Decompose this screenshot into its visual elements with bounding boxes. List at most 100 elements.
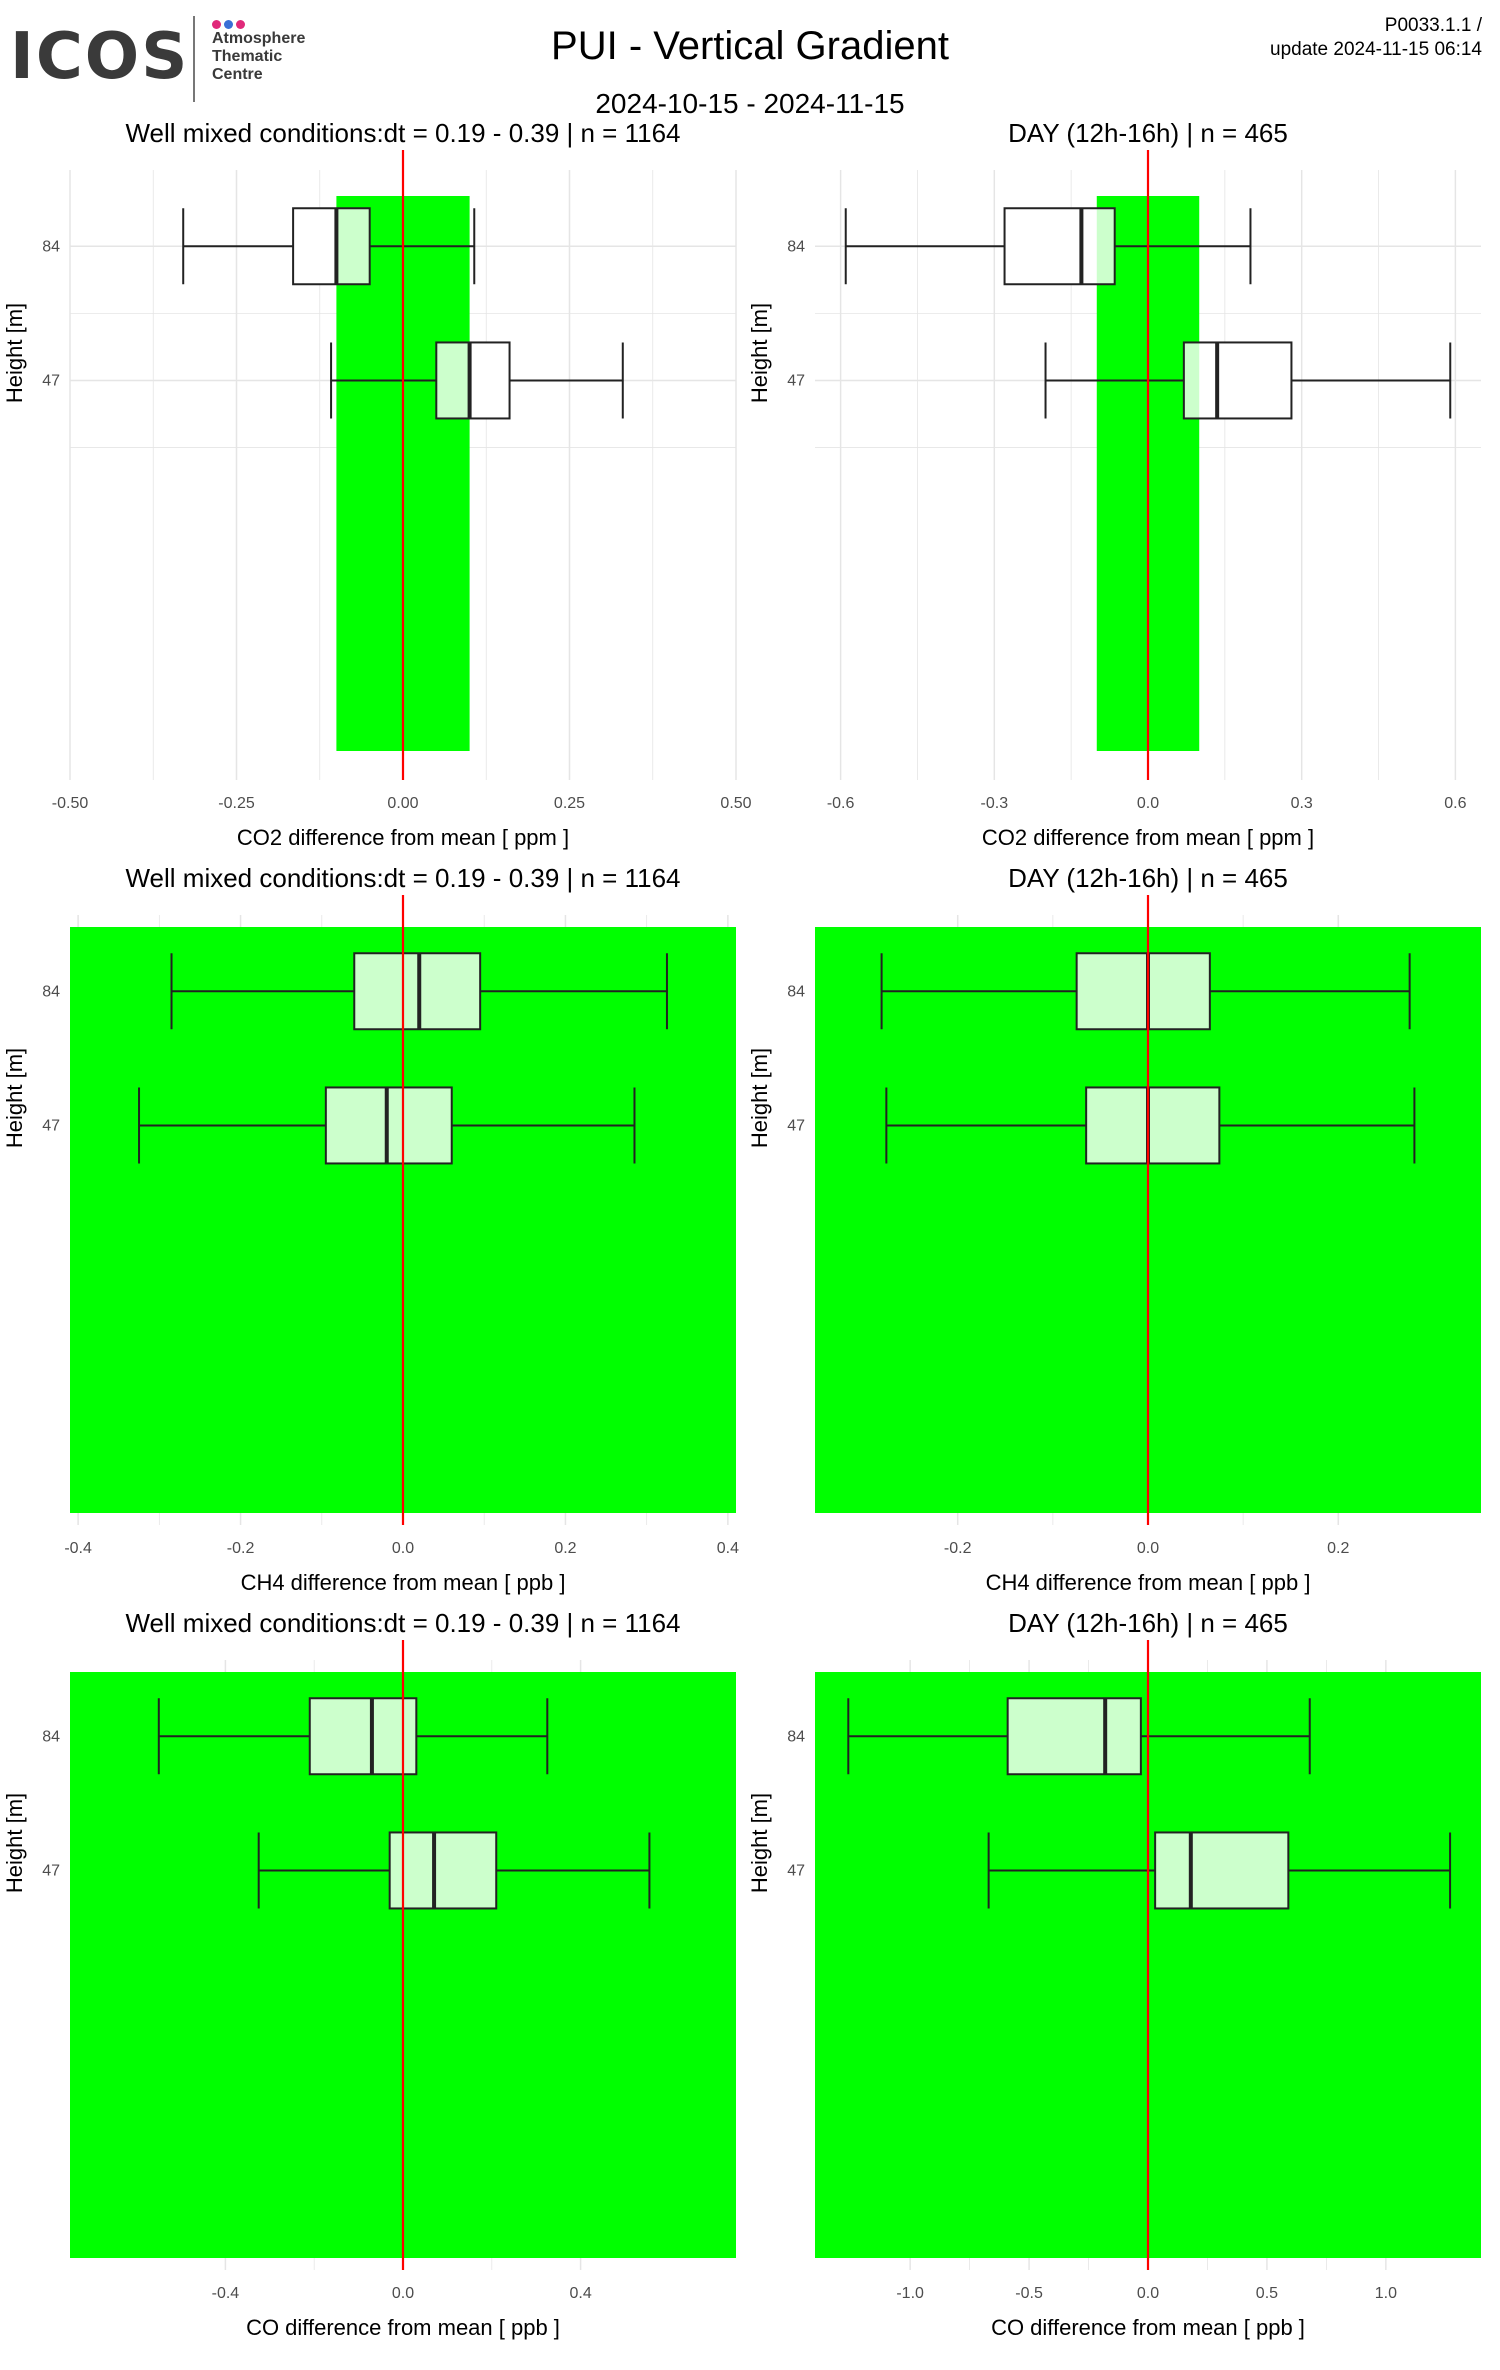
panel-title: Well mixed conditions:dt = 0.19 - 0.39 |… bbox=[125, 1608, 680, 1638]
x-tick-label: -0.3 bbox=[981, 795, 1009, 812]
logo-subtitle-line: Atmosphere bbox=[212, 30, 306, 47]
x-tick-label: 0.25 bbox=[554, 795, 585, 812]
panel-title: DAY (12h-16h) | n = 465 bbox=[1008, 118, 1288, 148]
box-47 bbox=[885, 1086, 1416, 1165]
box-84 bbox=[182, 207, 476, 286]
x-tick-label: 0.4 bbox=[569, 2285, 591, 2302]
x-tick-label: -0.5 bbox=[1015, 2285, 1043, 2302]
box-outline bbox=[1182, 341, 1293, 420]
y-axis-label: Height [m] bbox=[2, 303, 27, 403]
chart-panel-6: DAY (12h-16h) | n = 465 CO difference fro… bbox=[747, 1608, 1481, 2340]
x-tick-label: -0.50 bbox=[52, 795, 89, 812]
y-tick-label: 84 bbox=[42, 983, 60, 1000]
box-fill bbox=[1007, 1698, 1141, 1775]
x-tick-label: 0.0 bbox=[392, 2285, 414, 2302]
x-tick-label: 0.0 bbox=[392, 1540, 414, 1557]
panel-title: Well mixed conditions:dt = 0.19 - 0.39 |… bbox=[125, 863, 680, 893]
x-tick-label: 0.0 bbox=[1137, 2285, 1159, 2302]
box-fill bbox=[309, 1698, 417, 1775]
y-tick-label: 47 bbox=[787, 372, 805, 389]
box-fill bbox=[354, 953, 481, 1030]
chart-panel-1: Well mixed conditions:dt = 0.19 - 0.39 |… bbox=[2, 118, 752, 850]
box-outline bbox=[388, 1831, 498, 1910]
panel-title: Well mixed conditions:dt = 0.19 - 0.39 |… bbox=[125, 118, 680, 148]
box-47 bbox=[138, 1086, 636, 1165]
x-axis-label: CH4 difference from mean [ ppb ] bbox=[241, 1570, 566, 1595]
x-axis-label: CO2 difference from mean [ ppm ] bbox=[982, 825, 1314, 850]
x-tick-label: -0.2 bbox=[227, 1540, 255, 1557]
panel-title: DAY (12h-16h) | n = 465 bbox=[1008, 863, 1288, 893]
box-outline bbox=[1006, 1697, 1142, 1776]
chart-panel-5: Well mixed conditions:dt = 0.19 - 0.39 |… bbox=[2, 1608, 736, 2340]
box-outline bbox=[1085, 1086, 1221, 1165]
product-id: P0033.1.1 / bbox=[1384, 15, 1482, 36]
x-tick-label: -0.25 bbox=[218, 795, 255, 812]
y-tick-label: 47 bbox=[42, 372, 60, 389]
x-tick-label: -0.2 bbox=[944, 1540, 972, 1557]
box-fill bbox=[1004, 208, 1115, 285]
x-tick-label: 0.00 bbox=[387, 795, 418, 812]
y-tick-label: 84 bbox=[42, 238, 60, 255]
box-84 bbox=[847, 1697, 1311, 1776]
product-info: P0033.1.1 / update 2024-11-15 06:14 bbox=[1270, 14, 1482, 62]
x-axis-label: CO2 difference from mean [ ppm ] bbox=[237, 825, 569, 850]
x-tick-label: 0.0 bbox=[1137, 1540, 1159, 1557]
box-fill bbox=[1086, 1087, 1220, 1164]
y-tick-label: 47 bbox=[42, 1862, 60, 1879]
box-47 bbox=[330, 341, 624, 420]
box-outline bbox=[324, 1086, 453, 1165]
box-84 bbox=[880, 952, 1411, 1031]
x-tick-label: 0.2 bbox=[554, 1540, 576, 1557]
box-fill bbox=[389, 1832, 497, 1909]
logo-divider bbox=[193, 16, 195, 102]
x-tick-label: -0.4 bbox=[212, 2285, 240, 2302]
x-tick-label: 0.50 bbox=[720, 795, 751, 812]
panel-title: DAY (12h-16h) | n = 465 bbox=[1008, 1608, 1288, 1638]
box-fill bbox=[1076, 953, 1210, 1030]
y-tick-label: 84 bbox=[42, 1728, 60, 1745]
x-tick-label: 0.2 bbox=[1327, 1540, 1349, 1557]
box-outline bbox=[1154, 1831, 1290, 1910]
x-tick-label: 0.4 bbox=[717, 1540, 739, 1557]
x-tick-label: 1.0 bbox=[1375, 2285, 1397, 2302]
y-axis-label: Height [m] bbox=[2, 1048, 27, 1148]
box-fill-in-band bbox=[1183, 342, 1200, 419]
x-axis-label: CO difference from mean [ ppb ] bbox=[991, 2315, 1305, 2340]
x-tick-label: 0.5 bbox=[1256, 2285, 1278, 2302]
page-header: ICOS Atmosphere Thematic Centre PUI - Ve… bbox=[0, 0, 1500, 130]
logo-dots-icon bbox=[212, 16, 248, 34]
box-47 bbox=[1044, 341, 1452, 420]
y-tick-label: 84 bbox=[787, 983, 805, 1000]
y-axis-label: Height [m] bbox=[747, 1793, 772, 1893]
date-range: 2024-10-15 - 2024-11-15 bbox=[595, 88, 905, 119]
box-outline bbox=[1075, 952, 1211, 1031]
box-outline bbox=[353, 952, 482, 1031]
chart-panel-4: DAY (12h-16h) | n = 465 CH4 difference fr… bbox=[747, 863, 1481, 1595]
y-tick-label: 84 bbox=[787, 1728, 805, 1745]
y-axis-label: Height [m] bbox=[747, 1048, 772, 1148]
box-fill bbox=[325, 1087, 452, 1164]
x-tick-label: -0.4 bbox=[64, 1540, 92, 1557]
chart-panel-3: Well mixed conditions:dt = 0.19 - 0.39 |… bbox=[2, 863, 739, 1595]
box-84 bbox=[844, 207, 1252, 286]
page-title: PUI - Vertical Gradient bbox=[551, 24, 949, 68]
x-tick-label: -0.6 bbox=[827, 795, 855, 812]
chart-panel-2: DAY (12h-16h) | n = 465 CO2 difference fr… bbox=[747, 118, 1481, 850]
y-axis-label: Height [m] bbox=[2, 1793, 27, 1893]
box-47 bbox=[257, 1831, 651, 1910]
box-fill-in-band bbox=[336, 208, 370, 285]
x-axis-label: CH4 difference from mean [ ppb ] bbox=[986, 1570, 1311, 1595]
x-axis-label: CO difference from mean [ ppb ] bbox=[246, 2315, 560, 2340]
x-tick-label: 0.3 bbox=[1291, 795, 1313, 812]
box-outline bbox=[292, 207, 371, 286]
box-84 bbox=[157, 1697, 549, 1776]
box-fill-in-band bbox=[1096, 208, 1115, 285]
box-outline bbox=[1003, 207, 1116, 286]
icos-logo: ICOS bbox=[10, 20, 190, 94]
y-tick-label: 47 bbox=[787, 1117, 805, 1134]
y-tick-label: 47 bbox=[42, 1117, 60, 1134]
box-outline bbox=[308, 1697, 418, 1776]
x-tick-label: -1.0 bbox=[896, 2285, 924, 2302]
y-tick-label: 84 bbox=[787, 238, 805, 255]
